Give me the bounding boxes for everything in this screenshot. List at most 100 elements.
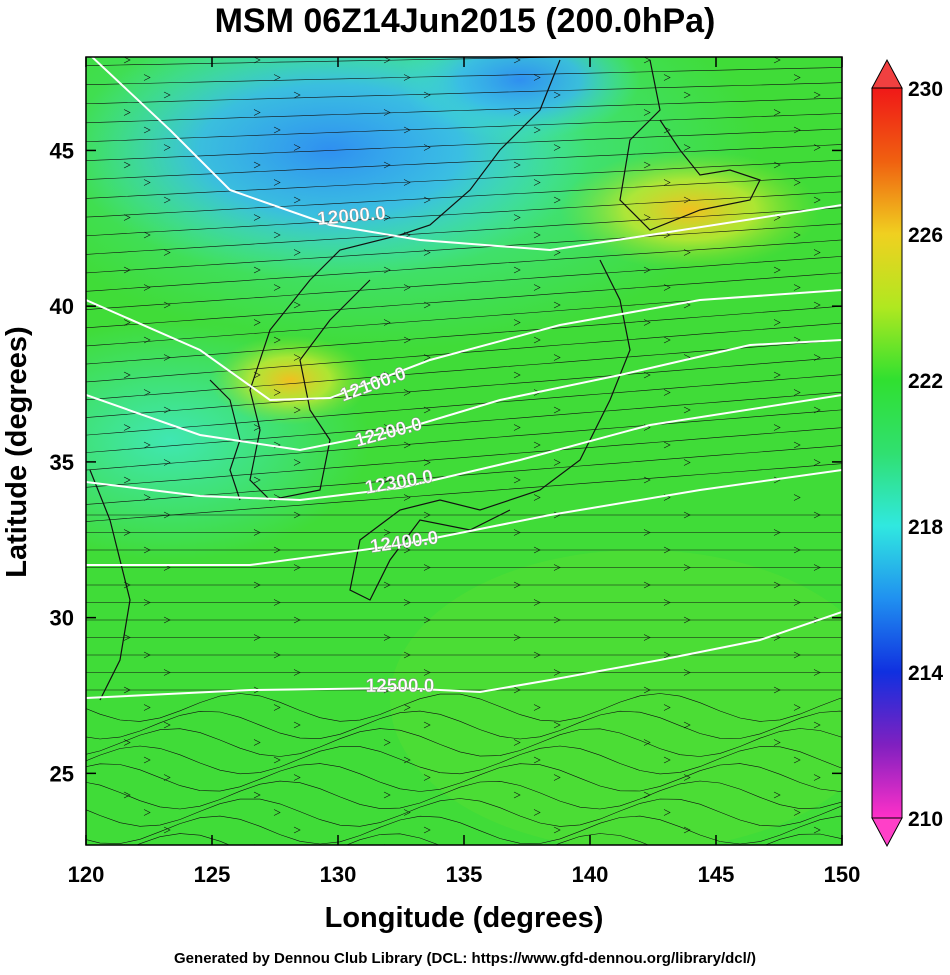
contour-line [86,339,842,452]
stream-arrow [163,144,171,151]
stream-arrow [123,161,131,169]
stream-arrow [383,57,391,64]
stream-arrow [773,319,781,326]
stream-arrow [293,669,301,676]
stream-arrow [813,511,821,519]
stream-arrow [793,284,801,291]
stream-arrow [773,57,781,64]
stream-arrow [533,179,541,186]
stream-arrow [683,459,691,466]
stream-arrow [163,406,171,414]
stream-arrow [403,74,411,81]
stream-arrow [813,721,821,729]
stream-arrow [123,109,131,116]
x-tick-label: 140 [572,862,609,887]
stream-arrow [553,721,561,729]
stream-arrow [663,336,671,344]
stream-arrow [513,214,521,221]
stream-arrow [143,441,151,449]
stream-arrow [273,599,281,606]
stream-arrow [163,774,171,781]
stream-arrow [293,406,301,414]
stream-arrow [813,459,821,466]
colorbar-tick-label: 230 [908,78,943,101]
stream-arrow [513,686,521,694]
stream-arrow [533,74,541,81]
stream-arrow [553,354,561,361]
stream-arrow [533,809,541,816]
stream-arrow [643,739,651,746]
stream-arrow [683,721,691,729]
stream-arrow [513,791,521,799]
stream-arrow [533,336,541,344]
stream-arrow [643,214,651,221]
stream-arrow [663,389,671,396]
stream-arrow [793,704,801,711]
stream-arrow [163,91,171,99]
stream-arrow [533,704,541,711]
stream-arrow [643,686,651,694]
stream-arrow [253,791,261,799]
stream-arrow [643,319,651,326]
contour-line [90,57,842,252]
stream-arrow [533,756,541,764]
stream-arrow [553,774,561,781]
stream-arrow [143,336,151,344]
stream-arrow [643,634,651,641]
stream-arrow [643,161,651,169]
stream-arrow [143,284,151,291]
stream-arrow [163,669,171,676]
field: 12000.012100.012200.012300.012400.012500… [86,57,842,845]
streamline [86,67,842,85]
stream-arrow [423,144,431,151]
x-tick-label: 145 [698,862,735,887]
stream-arrow [423,354,431,361]
streamline [86,409,842,471]
stream-arrow [293,826,301,834]
stream-arrow [273,336,281,344]
stream-arrow [383,109,391,116]
stream-arrow [403,546,411,554]
stream-arrow [683,406,691,414]
stream-arrow [423,459,431,466]
stream-arrow [423,721,431,729]
stream-arrow [293,616,301,624]
contour-line [86,289,842,402]
streamline [86,128,842,161]
streamline [136,833,842,845]
stream-arrow [123,57,131,64]
stream-arrow [553,301,561,309]
stream-arrow [403,179,411,186]
stream-arrow [273,231,281,239]
stream-arrow [403,599,411,606]
streamline [86,223,842,274]
stream-arrow [663,809,671,816]
streamline [86,728,842,757]
stream-arrow [273,704,281,711]
stream-arrow [553,196,561,204]
stream-arrow [813,564,821,571]
stream-arrow [123,319,131,326]
streamline [86,113,842,143]
stream-arrow [163,826,171,834]
stream-arrow [643,791,651,799]
stream-arrow [293,774,301,781]
x-tick-label: 150 [824,862,861,887]
stream-arrow [553,616,561,624]
stream-arrow [683,826,691,834]
stream-arrow [513,634,521,641]
colorbar-tick-label: 214 [908,662,943,685]
stream-arrow [293,91,301,99]
x-tick-label: 135 [446,862,483,887]
stream-arrow [773,371,781,379]
stream-arrow [793,809,801,816]
x-tick-label: 130 [320,862,357,887]
streamline [86,207,842,255]
stream-arrow [143,756,151,764]
stream-arrow [813,196,821,204]
streamline [86,159,842,199]
stream-arrow [123,739,131,746]
stream-arrow [513,319,521,326]
stream-arrow [403,441,411,449]
y-tick-label: 35 [50,450,74,475]
